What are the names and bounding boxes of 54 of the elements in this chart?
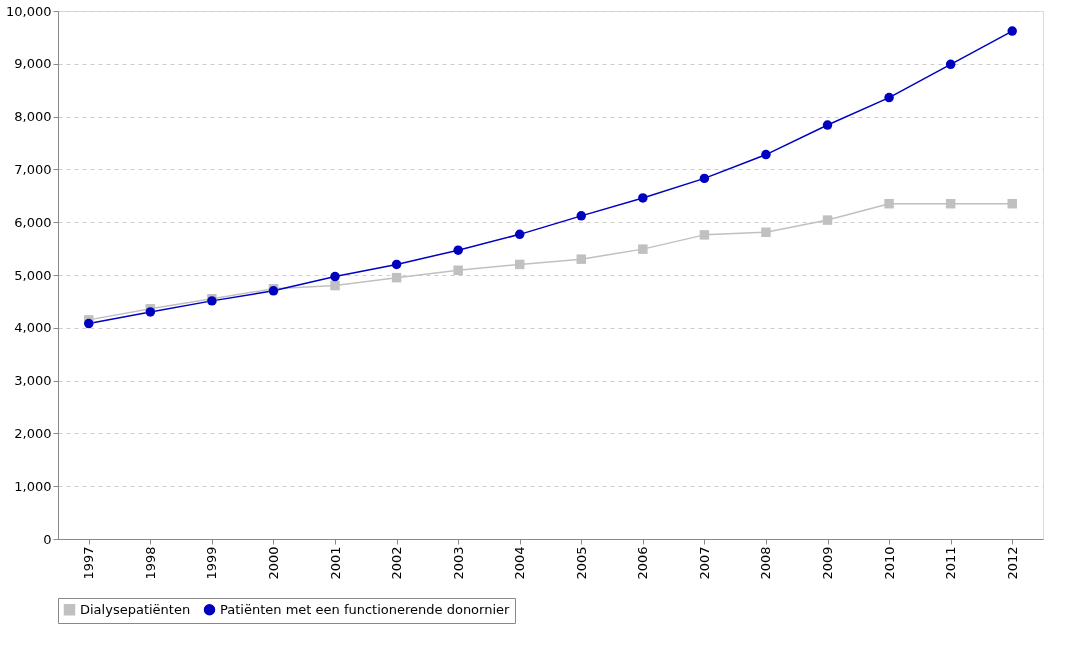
x-tick-label: 2003	[450, 546, 466, 580]
point	[514, 259, 525, 270]
x-tick-label: 2011	[943, 546, 959, 580]
y-tick-label: 1,000	[14, 478, 52, 494]
point	[1007, 198, 1017, 209]
y-tick-label: 5,000	[14, 267, 52, 283]
x-tick-label: 2012	[1004, 546, 1020, 580]
x-tick-label: 2009	[820, 546, 836, 580]
point	[761, 227, 771, 237]
x-tick-label: 2006	[635, 546, 651, 580]
point	[514, 229, 525, 240]
x-tick-label: 2010	[881, 546, 897, 580]
y-tick-label: 3,000	[14, 373, 52, 389]
point	[330, 271, 340, 282]
point	[576, 211, 587, 221]
legend-label: Patiënten met een functionerende donornier	[220, 601, 511, 617]
y-tick-label: 10,000	[6, 3, 52, 19]
point	[638, 244, 648, 254]
point	[330, 280, 340, 291]
point	[761, 149, 771, 160]
point	[84, 318, 94, 329]
point	[822, 120, 833, 130]
x-tick-label: 1998	[142, 546, 158, 580]
x-tick-label: 2000	[265, 546, 281, 580]
y-tick-label: 8,000	[14, 109, 52, 125]
x-tick-label: 1997	[81, 546, 97, 580]
y-tick-label: 2,000	[14, 425, 52, 441]
point	[945, 198, 956, 209]
point	[453, 265, 463, 275]
point	[1007, 26, 1017, 36]
y-tick-label: 7,000	[14, 161, 52, 177]
y-tick-label: 6,000	[14, 214, 52, 230]
x-tick-label: 2007	[696, 546, 712, 580]
point	[453, 245, 463, 255]
point	[699, 173, 710, 184]
point	[391, 272, 402, 283]
point	[576, 254, 587, 264]
point	[638, 193, 648, 203]
x-tick-label: 2001	[327, 546, 343, 580]
point	[699, 230, 710, 240]
x-tick-label: 2004	[512, 546, 528, 580]
point	[822, 215, 833, 225]
x-tick-label: 1999	[204, 546, 220, 580]
x-tick-label: 2008	[758, 546, 774, 580]
x-tick-label: 2005	[573, 546, 589, 580]
point	[884, 198, 894, 209]
legend-label: Dialysepatiënten	[80, 601, 191, 617]
point	[391, 259, 402, 270]
point	[884, 92, 894, 103]
x-tick-label: 2002	[389, 546, 405, 580]
y-tick-label: 0	[43, 531, 52, 547]
y-tick-label: 9,000	[14, 56, 52, 72]
y-tick-label: 4,000	[14, 320, 52, 336]
point	[945, 59, 956, 70]
